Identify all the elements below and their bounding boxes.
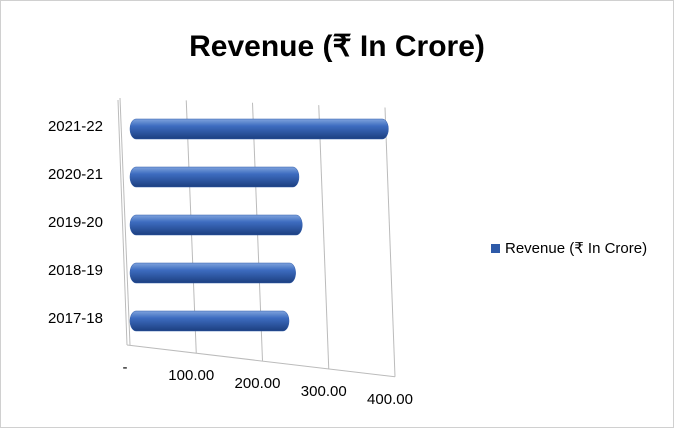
grid-line	[119, 97, 131, 346]
bar	[129, 118, 389, 140]
bar	[129, 262, 296, 284]
chart-title: Revenue (₹ In Crore)	[189, 30, 485, 63]
y-tick-label: 2019-20	[48, 214, 103, 231]
x-tick-label: 200.00	[235, 375, 281, 392]
x-tick-label: 400.00	[367, 391, 413, 408]
legend: Revenue (₹ In Crore)	[491, 240, 647, 257]
y-tick-label: 2018-19	[48, 262, 103, 279]
axis-line	[117, 99, 128, 346]
x-tick-label: 300.00	[301, 383, 347, 400]
x-tick-label: 100.00	[168, 367, 214, 384]
y-tick-label: 2020-21	[48, 166, 103, 183]
bar	[129, 166, 300, 188]
y-tick-label: 2021-22	[48, 118, 103, 135]
grid-line	[318, 105, 330, 369]
y-tick-label: 2017-18	[48, 310, 103, 327]
x-tick-label: -	[123, 359, 128, 376]
legend-label: Revenue (₹ In Crore)	[505, 240, 647, 257]
bar	[129, 310, 290, 332]
bar	[129, 214, 303, 236]
axis-line	[126, 344, 396, 378]
legend-swatch	[491, 244, 500, 253]
grid-line	[384, 107, 396, 377]
